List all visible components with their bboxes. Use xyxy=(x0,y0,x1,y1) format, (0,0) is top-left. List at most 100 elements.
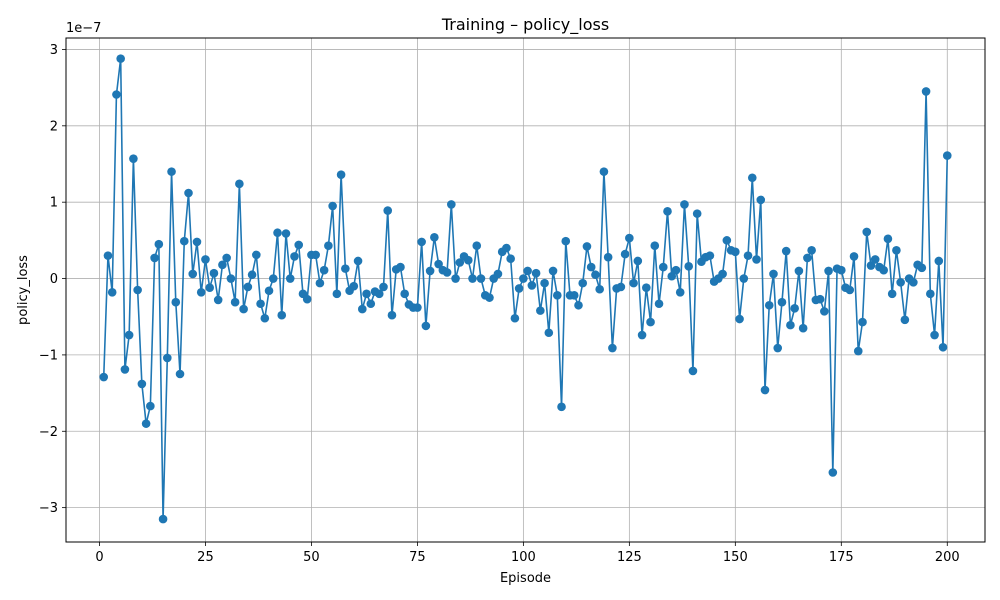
data-point xyxy=(527,281,537,290)
data-point xyxy=(179,236,189,246)
y-tick-label: −2 xyxy=(39,425,58,440)
x-tick-label: 175 xyxy=(829,550,854,565)
data-point xyxy=(154,239,164,249)
data-point xyxy=(938,342,948,352)
data-point xyxy=(514,284,524,293)
data-point xyxy=(281,229,291,238)
data-point xyxy=(764,300,774,310)
data-point xyxy=(705,251,715,260)
data-point xyxy=(569,291,579,300)
data-point xyxy=(595,284,604,294)
data-point xyxy=(718,269,727,279)
data-point xyxy=(277,310,287,320)
y-tick-label: −3 xyxy=(39,501,58,516)
data-point xyxy=(184,188,193,198)
data-point xyxy=(752,255,761,264)
data-point xyxy=(336,170,346,179)
data-point xyxy=(862,227,872,237)
data-point xyxy=(163,353,172,363)
data-point xyxy=(540,278,549,288)
data-point xyxy=(735,314,744,324)
data-point xyxy=(188,269,198,279)
data-point xyxy=(667,271,677,281)
data-point xyxy=(506,254,515,263)
data-point xyxy=(684,262,693,271)
data-point xyxy=(646,317,655,327)
data-point xyxy=(743,251,753,260)
data-point xyxy=(468,274,477,283)
x-tick-label: 25 xyxy=(197,550,214,565)
x-tick-label: 100 xyxy=(511,550,536,565)
data-point xyxy=(578,278,588,288)
data-point xyxy=(561,236,571,246)
data-point xyxy=(493,269,503,279)
data-point xyxy=(849,252,859,261)
data-point xyxy=(239,304,248,314)
data-point xyxy=(476,274,486,283)
data-point xyxy=(820,307,829,316)
data-point xyxy=(671,265,681,275)
data-point xyxy=(760,385,770,395)
y-tick-label: −1 xyxy=(39,348,58,363)
data-point xyxy=(909,278,918,287)
data-point xyxy=(120,365,130,374)
x-tick-label: 0 xyxy=(95,550,103,565)
chart-title: Training – policy_loss xyxy=(441,15,609,35)
data-point xyxy=(781,246,791,256)
data-point xyxy=(425,266,435,276)
data-point xyxy=(896,278,905,287)
data-point xyxy=(722,236,732,245)
data-point xyxy=(442,268,452,277)
x-tick-label: 200 xyxy=(935,550,960,565)
data-point xyxy=(519,274,528,283)
data-point xyxy=(434,259,443,269)
data-point xyxy=(769,269,778,279)
data-point xyxy=(879,265,888,275)
x-tick-label: 125 xyxy=(617,550,642,565)
data-point xyxy=(692,209,702,218)
data-point xyxy=(934,256,944,266)
data-point xyxy=(146,401,155,411)
data-point xyxy=(133,285,142,295)
y-axis-offset-label: 1e−7 xyxy=(66,21,101,36)
data-point xyxy=(845,285,855,295)
data-point xyxy=(247,270,257,280)
data-point xyxy=(311,250,320,260)
data-point xyxy=(158,514,168,524)
data-point xyxy=(803,253,812,263)
data-point xyxy=(205,283,214,293)
data-point xyxy=(574,300,583,310)
data-point xyxy=(680,200,689,209)
data-point xyxy=(243,282,253,292)
data-point xyxy=(536,306,545,315)
data-point xyxy=(222,253,231,263)
data-point xyxy=(455,258,465,267)
data-point xyxy=(629,278,638,288)
data-point xyxy=(892,245,901,255)
data-point xyxy=(171,297,181,307)
data-point xyxy=(544,328,554,338)
data-point xyxy=(887,289,897,299)
data-point xyxy=(294,240,304,250)
data-point xyxy=(230,297,240,307)
data-point xyxy=(328,201,337,211)
data-point xyxy=(302,294,312,304)
data-point xyxy=(341,264,350,273)
data-point xyxy=(900,315,910,325)
data-point xyxy=(209,268,219,278)
data-point xyxy=(472,241,482,251)
data-point xyxy=(192,237,202,247)
data-point xyxy=(374,289,384,299)
x-tick-label: 150 xyxy=(723,550,748,565)
data-point xyxy=(268,274,278,283)
data-point xyxy=(353,256,363,266)
data-point xyxy=(731,247,740,257)
axis-ticks: 0 25 50 75 100 125 150 175 200 −3 −2 −1 0 1 2 3 xyxy=(39,43,960,565)
data-point xyxy=(552,291,562,300)
data-point xyxy=(828,468,838,477)
data-point xyxy=(926,289,935,299)
data-point xyxy=(129,154,138,163)
data-point xyxy=(747,173,757,183)
data-point xyxy=(586,262,596,272)
